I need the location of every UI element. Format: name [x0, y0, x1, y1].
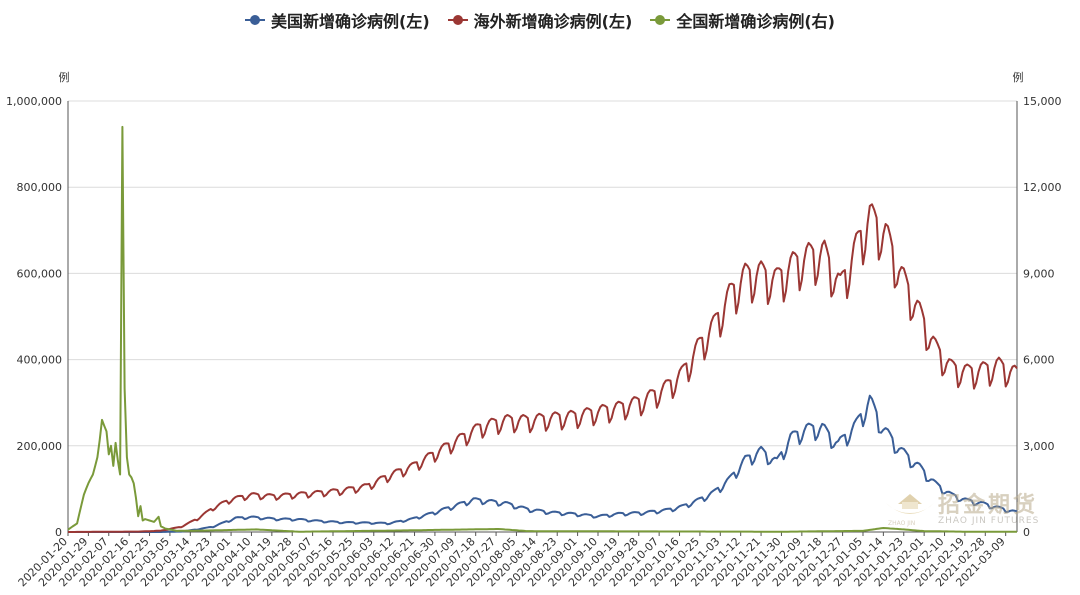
legend-label-overseas: 海外新增确诊病例(左): [473, 12, 633, 31]
legend-item-us[interactable]: 美国新增确诊病例(左): [245, 8, 430, 32]
y-right-tick-label: 6,000: [1023, 354, 1055, 367]
grid-lines: [68, 100, 1017, 447]
legend-item-overseas[interactable]: 海外新增确诊病例(左): [447, 8, 633, 32]
y-right-tick-label: 9,000: [1023, 267, 1055, 280]
series-line-china: [67, 125, 1017, 533]
y-right-tick-label: 0: [1023, 526, 1030, 539]
legend-marker-overseas: [447, 10, 468, 30]
legend-item-china[interactable]: 全国新增确诊病例(右): [650, 8, 835, 32]
y-right-tick-label: 12,000: [1023, 181, 1062, 194]
series-line-overseas: [68, 203, 1018, 533]
legend-marker-us: [245, 10, 266, 30]
y-left-unit: 例: [59, 70, 70, 84]
legend-marker-china: [650, 10, 671, 30]
axis-labels: 0 200,000 400,000 600,000 800,000 1,000,000 0 3…: [6, 70, 1061, 589]
y-right-unit: 例: [1013, 70, 1024, 84]
legend-label-china: 全国新增确诊病例(右): [676, 12, 835, 31]
y-left-tick-label: 600,000: [17, 267, 63, 280]
y-right-tick-label: 3,000: [1023, 440, 1055, 453]
watermark: ZHAO JIN 招金期货 ZHAO JIN FUTURES: [884, 487, 1054, 532]
watermark-sub: ZHAO JIN: [888, 520, 916, 527]
series-lines: [67, 125, 1018, 533]
y-left-tick-label: 800,000: [17, 181, 63, 194]
watermark-cn: 招金期货: [938, 493, 1039, 518]
y-left-tick-label: 1,000,000: [6, 95, 62, 108]
y-right-tick-label: 15,000: [1023, 95, 1062, 108]
y-left-tick-label: 400,000: [17, 354, 63, 367]
y-left-tick-label: 200,000: [17, 440, 63, 453]
legend-label-us: 美国新增确诊病例(左): [271, 12, 430, 31]
watermark-en: ZHAO JIN FUTURES: [938, 516, 1040, 526]
watermark-logo-icon: [886, 494, 934, 514]
chart-legend: 美国新增确诊病例(左) 海外新增确诊病例(左) 全国新增确诊病例(右): [0, 8, 1080, 32]
series-line-us: [68, 394, 1018, 533]
axes: [67, 101, 1018, 536]
y-left-tick-label: 0: [55, 526, 62, 539]
